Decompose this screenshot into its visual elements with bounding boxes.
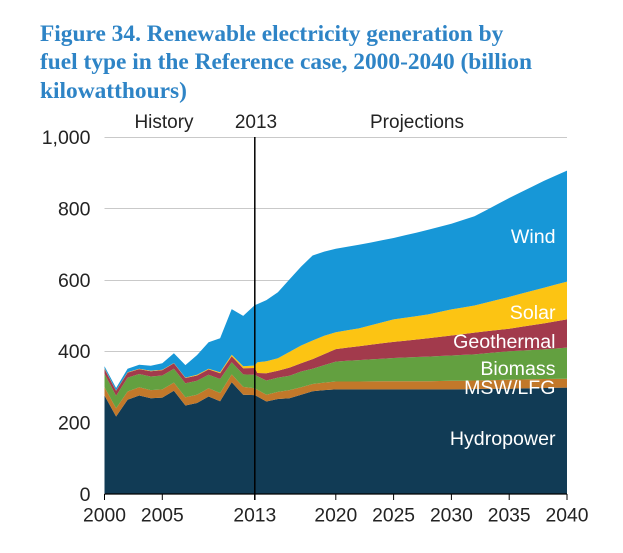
svg-text:800: 800 <box>58 198 91 220</box>
svg-text:2025: 2025 <box>372 506 415 527</box>
svg-text:2035: 2035 <box>488 506 531 527</box>
svg-text:1,000: 1,000 <box>42 127 91 149</box>
svg-text:Biomass: Biomass <box>480 358 555 380</box>
svg-text:2005: 2005 <box>141 506 184 527</box>
svg-text:600: 600 <box>58 270 91 292</box>
svg-text:Solar: Solar <box>510 302 556 324</box>
svg-text:Projections: Projections <box>370 112 464 133</box>
svg-text:2030: 2030 <box>430 506 473 527</box>
svg-text:Hydropower: Hydropower <box>450 428 556 450</box>
svg-text:2013: 2013 <box>235 112 277 133</box>
svg-text:2040: 2040 <box>546 506 589 527</box>
svg-text:2013: 2013 <box>233 506 276 527</box>
svg-text:Wind: Wind <box>511 226 556 248</box>
svg-text:0: 0 <box>80 484 91 506</box>
svg-text:2000: 2000 <box>83 506 126 527</box>
svg-text:MSW/LFG: MSW/LFG <box>464 377 555 399</box>
svg-text:2020: 2020 <box>314 506 357 527</box>
svg-text:200: 200 <box>58 413 91 435</box>
svg-text:400: 400 <box>58 341 91 363</box>
svg-text:Geothermal: Geothermal <box>453 331 555 353</box>
svg-text:History: History <box>134 112 194 133</box>
